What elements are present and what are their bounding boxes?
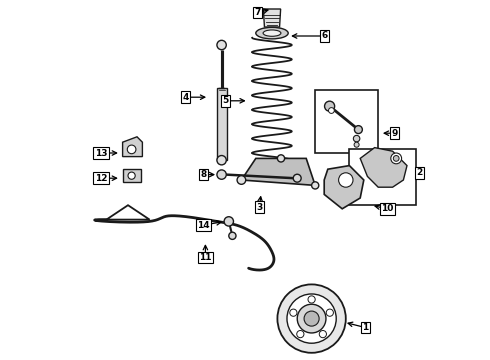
Polygon shape: [242, 158, 315, 185]
Bar: [349, 149, 416, 205]
Circle shape: [217, 40, 226, 50]
Text: 3: 3: [256, 202, 263, 211]
Bar: [315, 90, 378, 153]
Text: 14: 14: [197, 220, 210, 230]
Circle shape: [353, 135, 360, 142]
Circle shape: [391, 153, 402, 164]
Circle shape: [354, 126, 363, 134]
Circle shape: [128, 172, 135, 179]
Text: 8: 8: [200, 170, 207, 179]
Circle shape: [293, 174, 301, 182]
Circle shape: [237, 176, 245, 184]
Polygon shape: [324, 166, 364, 209]
Ellipse shape: [263, 30, 281, 36]
Circle shape: [304, 311, 319, 326]
Circle shape: [308, 296, 315, 303]
Bar: [217, 88, 227, 160]
Circle shape: [354, 142, 359, 147]
Polygon shape: [263, 9, 281, 27]
Polygon shape: [360, 148, 407, 187]
Circle shape: [277, 284, 346, 353]
Circle shape: [287, 294, 336, 343]
Circle shape: [328, 108, 334, 113]
Circle shape: [326, 309, 333, 316]
Circle shape: [217, 170, 226, 179]
Circle shape: [339, 173, 353, 187]
Circle shape: [229, 232, 236, 239]
Circle shape: [127, 145, 136, 154]
Text: 7: 7: [254, 8, 261, 17]
Circle shape: [290, 309, 297, 316]
Circle shape: [324, 101, 335, 111]
Text: 4: 4: [182, 93, 189, 102]
Polygon shape: [122, 137, 143, 157]
Circle shape: [277, 155, 285, 162]
Ellipse shape: [256, 27, 288, 39]
Circle shape: [224, 217, 233, 226]
Circle shape: [297, 304, 326, 333]
Circle shape: [297, 330, 304, 338]
Text: 2: 2: [416, 168, 423, 177]
Text: 6: 6: [321, 31, 327, 40]
Text: 10: 10: [381, 204, 393, 213]
Text: 1: 1: [363, 323, 368, 332]
Circle shape: [217, 156, 226, 165]
Text: 12: 12: [95, 174, 107, 183]
Text: 5: 5: [222, 96, 228, 105]
Circle shape: [319, 330, 326, 338]
Polygon shape: [122, 169, 141, 182]
Text: 11: 11: [199, 253, 212, 262]
Circle shape: [312, 182, 319, 189]
Text: 13: 13: [95, 149, 107, 158]
Polygon shape: [106, 205, 149, 220]
Text: 9: 9: [391, 129, 397, 138]
Circle shape: [393, 156, 399, 161]
